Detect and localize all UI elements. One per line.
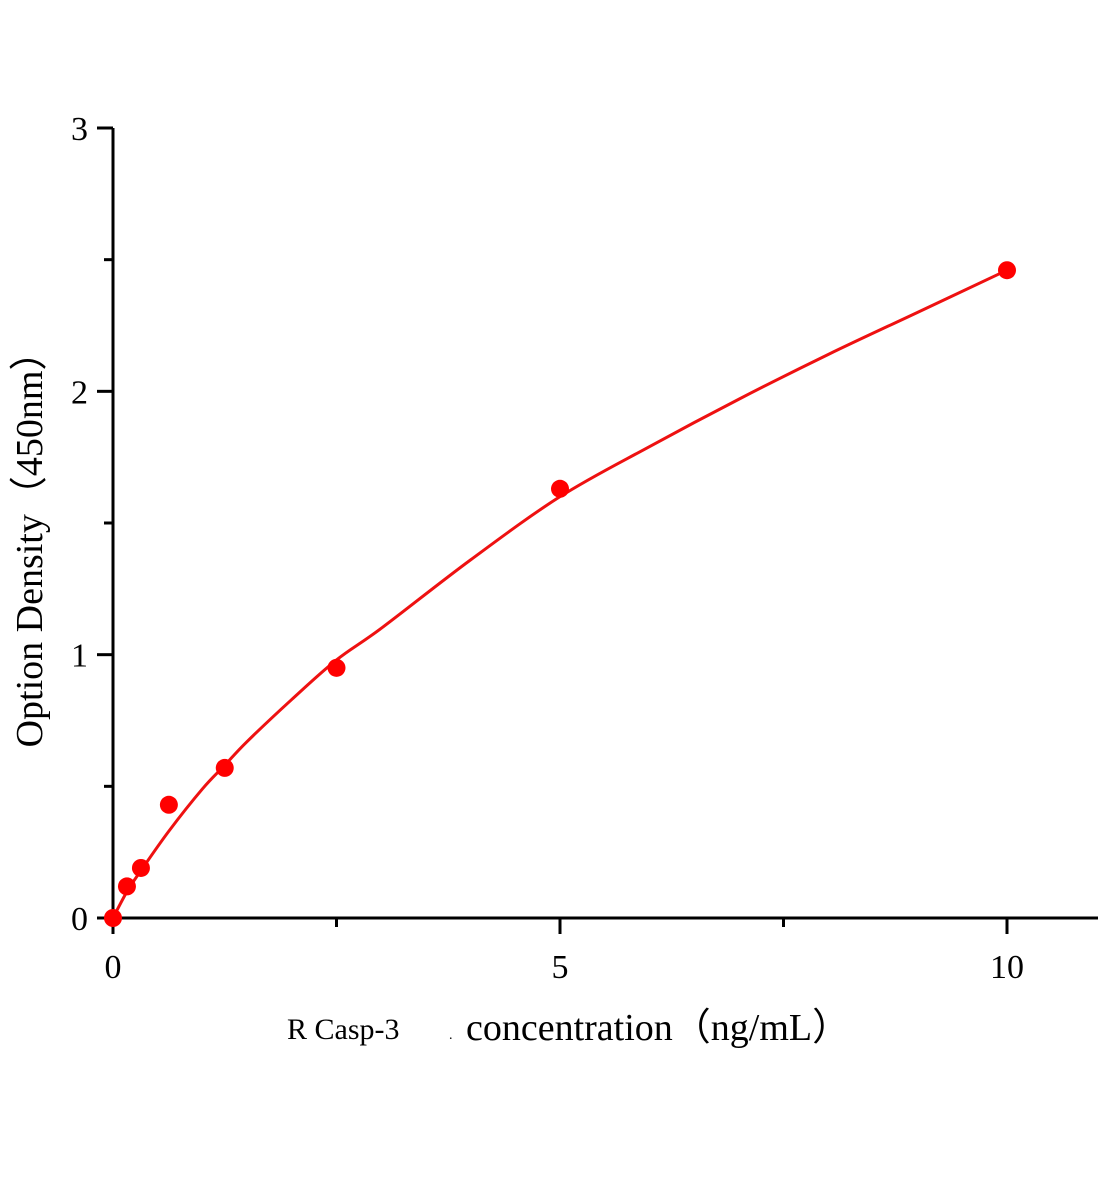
y-tick-label: 0 (71, 901, 88, 938)
axes: 0 5 10 0 1 2 3 (71, 111, 1098, 986)
x-tick-label: 5 (552, 949, 569, 986)
data-points-layer (104, 261, 1016, 927)
data-point (104, 909, 122, 927)
data-point (117, 877, 136, 896)
data-point (159, 795, 178, 814)
y-tick-label: 1 (71, 638, 88, 675)
x-axis-label-dot: . (449, 1028, 453, 1043)
data-point (131, 858, 150, 877)
fit-curve-layer (111, 268, 1008, 919)
data-point (551, 479, 569, 498)
x-axis-label: concentration（ng/mL） (466, 1007, 850, 1049)
data-point (215, 758, 234, 777)
fit-curve-line (111, 268, 1008, 919)
y-tick-label: 2 (71, 374, 88, 411)
y-axis-label: Option Density（450nm） (9, 333, 51, 748)
data-point (998, 261, 1016, 280)
y-tick-label: 3 (71, 111, 88, 148)
x-axis-label-prefix: R Casp-3 (287, 1013, 400, 1046)
data-point (327, 658, 346, 677)
x-tick-label: 10 (990, 949, 1024, 986)
x-tick-label: 0 (105, 949, 122, 986)
